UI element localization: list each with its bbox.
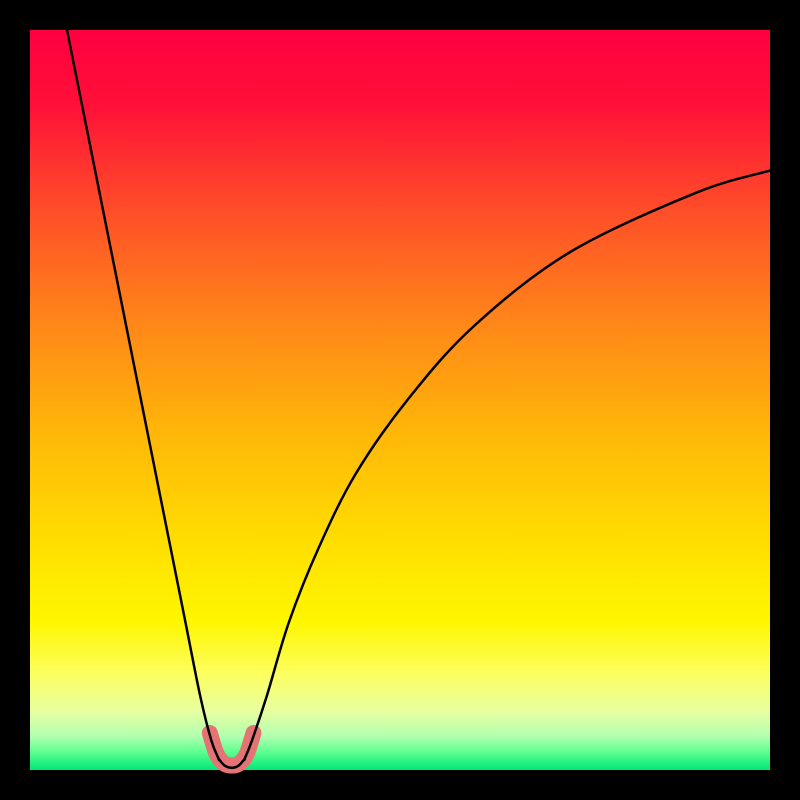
bottleneck-chart <box>0 0 800 800</box>
